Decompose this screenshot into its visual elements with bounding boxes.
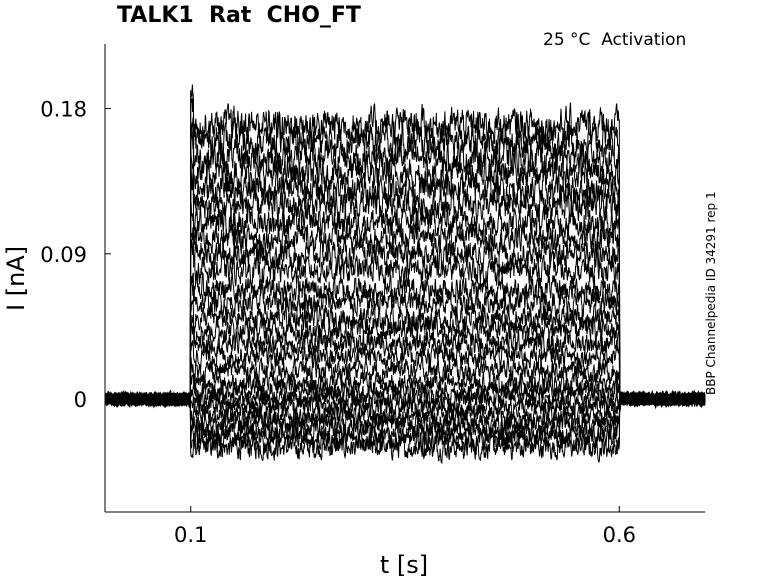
x-tick-label: 0.6 [603,523,636,547]
tick-marks: 0 0.09 0.18 0.1 0.6 [40,98,636,547]
sweep-trace-18 [104,227,706,408]
sweep-trace-24 [104,116,706,408]
chart-subtitle: 25 °C Activation [543,30,687,50]
sweep-trace-3 [104,389,706,446]
x-tick-label: 0.1 [174,523,207,547]
sweep-traces [104,84,706,465]
sweep-trace-16 [104,271,706,409]
sweep-trace-13 [104,311,706,408]
sweep-trace-19 [104,202,706,407]
y-tick-label: 0.09 [40,243,87,267]
x-axis-label: t [s] [379,551,429,579]
sweep-trace-17 [104,239,706,409]
sweep-trace-22 [104,147,706,407]
sweep-trace-2 [104,389,706,453]
sweep-trace-14 [104,299,706,408]
y-tick-label: 0.18 [40,98,87,122]
sweep-trace-21 [104,164,706,412]
chart-title: TALK1 Rat CHO_FT [117,3,361,28]
sweep-trace-10 [104,354,706,408]
sweep-trace-26 [104,84,706,408]
y-tick-label: 0 [74,388,87,412]
sweep-trace-7 [104,384,706,412]
sweep-trace-12 [104,323,706,408]
axes [104,44,705,513]
